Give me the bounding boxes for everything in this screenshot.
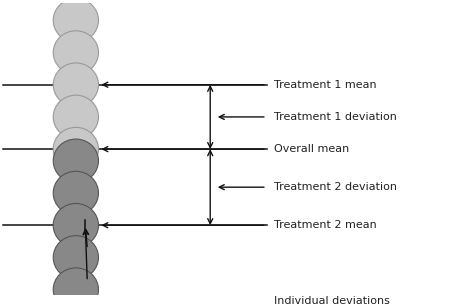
Text: Overall mean: Overall mean [273, 144, 348, 154]
Ellipse shape [53, 204, 98, 247]
Text: Treatment 2 mean: Treatment 2 mean [273, 220, 376, 230]
Ellipse shape [53, 236, 98, 279]
Ellipse shape [53, 63, 98, 107]
Ellipse shape [53, 268, 98, 308]
Ellipse shape [53, 171, 98, 215]
Text: Treatment 1 deviation: Treatment 1 deviation [273, 112, 396, 122]
Ellipse shape [53, 95, 98, 139]
Ellipse shape [53, 0, 98, 42]
Ellipse shape [53, 31, 98, 74]
Text: Treatment 1 mean: Treatment 1 mean [273, 80, 376, 90]
Ellipse shape [53, 139, 98, 183]
Text: Individual deviations: Individual deviations [273, 296, 389, 306]
Ellipse shape [53, 128, 98, 171]
Text: Treatment 2 deviation: Treatment 2 deviation [273, 182, 396, 192]
